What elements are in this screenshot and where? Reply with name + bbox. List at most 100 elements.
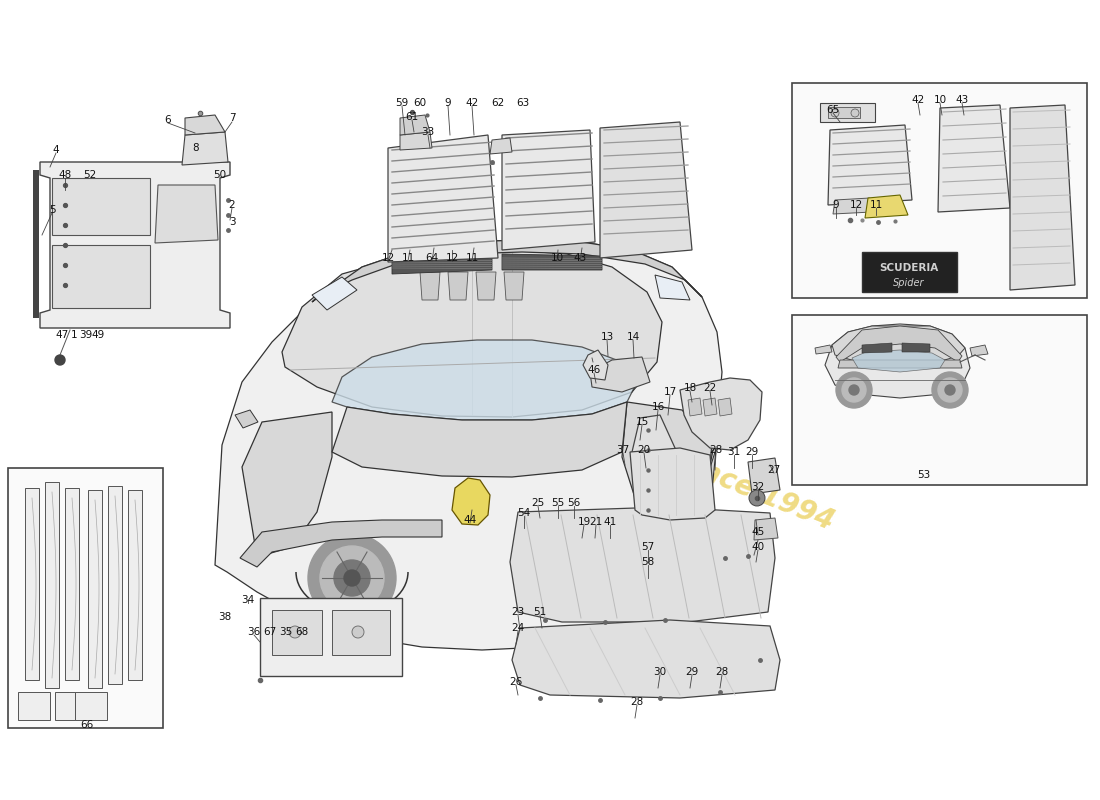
- Text: 34: 34: [241, 595, 254, 605]
- Polygon shape: [400, 132, 432, 150]
- Polygon shape: [938, 105, 1010, 212]
- Text: 4: 4: [53, 145, 59, 155]
- Polygon shape: [718, 398, 732, 416]
- Text: 42: 42: [912, 95, 925, 105]
- Polygon shape: [128, 490, 142, 680]
- Text: 63: 63: [516, 98, 529, 108]
- Polygon shape: [748, 458, 780, 494]
- Text: 57: 57: [641, 542, 654, 552]
- Polygon shape: [590, 357, 650, 392]
- Polygon shape: [828, 107, 860, 118]
- Text: 21: 21: [590, 517, 603, 527]
- Text: a passion for parts since 1994: a passion for parts since 1994: [390, 334, 838, 536]
- Polygon shape: [583, 350, 608, 380]
- Text: 5: 5: [48, 205, 55, 215]
- Text: 35: 35: [279, 627, 293, 637]
- Circle shape: [352, 626, 364, 638]
- Text: 50: 50: [213, 170, 227, 180]
- Circle shape: [849, 385, 859, 395]
- Circle shape: [320, 546, 384, 610]
- Polygon shape: [865, 195, 907, 218]
- Polygon shape: [490, 138, 512, 154]
- Polygon shape: [420, 272, 440, 300]
- Text: 58: 58: [641, 557, 654, 567]
- Polygon shape: [828, 125, 912, 205]
- Text: 18: 18: [683, 383, 696, 393]
- Bar: [33, 170, 39, 318]
- Text: 60: 60: [414, 98, 427, 108]
- Polygon shape: [40, 162, 230, 328]
- Polygon shape: [688, 398, 702, 416]
- Text: 46: 46: [587, 365, 601, 375]
- Polygon shape: [392, 254, 492, 274]
- Text: 12: 12: [446, 253, 459, 263]
- Polygon shape: [815, 345, 832, 354]
- Text: 64: 64: [426, 253, 439, 263]
- Text: 67: 67: [263, 627, 276, 637]
- Polygon shape: [600, 122, 692, 258]
- Polygon shape: [838, 360, 962, 368]
- Polygon shape: [388, 135, 498, 262]
- Text: 41: 41: [604, 517, 617, 527]
- Polygon shape: [242, 412, 332, 557]
- Polygon shape: [852, 350, 945, 372]
- Circle shape: [344, 570, 360, 586]
- Text: 14: 14: [626, 332, 639, 342]
- Text: 37: 37: [616, 445, 629, 455]
- Text: 9: 9: [833, 200, 839, 210]
- Circle shape: [640, 570, 656, 586]
- Polygon shape: [703, 398, 717, 416]
- Bar: [862, 252, 957, 292]
- Polygon shape: [182, 132, 228, 165]
- Text: 1: 1: [70, 330, 77, 340]
- Text: 20: 20: [637, 445, 650, 455]
- Circle shape: [604, 534, 692, 622]
- Text: 55: 55: [551, 498, 564, 508]
- Circle shape: [308, 534, 396, 622]
- Polygon shape: [654, 275, 690, 300]
- Text: 56: 56: [568, 498, 581, 508]
- Polygon shape: [680, 378, 762, 450]
- Circle shape: [289, 626, 301, 638]
- Text: a passion for parts since 1994: a passion for parts since 1994: [390, 334, 838, 536]
- Text: 7: 7: [229, 113, 235, 123]
- Polygon shape: [862, 343, 892, 353]
- Polygon shape: [18, 692, 50, 720]
- Text: 11: 11: [465, 253, 478, 263]
- Polygon shape: [833, 198, 872, 214]
- Text: 27: 27: [768, 465, 781, 475]
- Polygon shape: [504, 272, 524, 300]
- Text: 44: 44: [463, 515, 476, 525]
- Polygon shape: [88, 490, 102, 688]
- Text: 39: 39: [79, 330, 92, 340]
- Polygon shape: [332, 402, 627, 477]
- Text: 17: 17: [663, 387, 676, 397]
- Text: Spider: Spider: [893, 278, 925, 288]
- Text: 38: 38: [219, 612, 232, 622]
- Circle shape: [851, 109, 859, 117]
- Polygon shape: [25, 488, 39, 680]
- Text: 48: 48: [58, 170, 72, 180]
- Text: 62: 62: [492, 98, 505, 108]
- Polygon shape: [510, 507, 776, 622]
- Text: 28: 28: [630, 697, 644, 707]
- Polygon shape: [832, 326, 965, 365]
- Text: 13: 13: [601, 332, 614, 342]
- Text: 36: 36: [248, 627, 261, 637]
- Polygon shape: [312, 240, 702, 302]
- Text: 47: 47: [55, 330, 68, 340]
- Polygon shape: [476, 272, 496, 300]
- Text: 65: 65: [826, 105, 839, 115]
- Polygon shape: [272, 610, 322, 655]
- Circle shape: [836, 372, 872, 408]
- Text: 66: 66: [80, 720, 94, 730]
- Polygon shape: [754, 518, 778, 540]
- Circle shape: [334, 560, 370, 596]
- Polygon shape: [240, 520, 442, 567]
- Text: 54: 54: [517, 508, 530, 518]
- Text: 12: 12: [382, 253, 395, 263]
- Text: SCUDERIA: SCUDERIA: [879, 263, 938, 273]
- Polygon shape: [108, 486, 122, 684]
- Text: 40: 40: [751, 542, 764, 552]
- Text: 29: 29: [746, 447, 759, 457]
